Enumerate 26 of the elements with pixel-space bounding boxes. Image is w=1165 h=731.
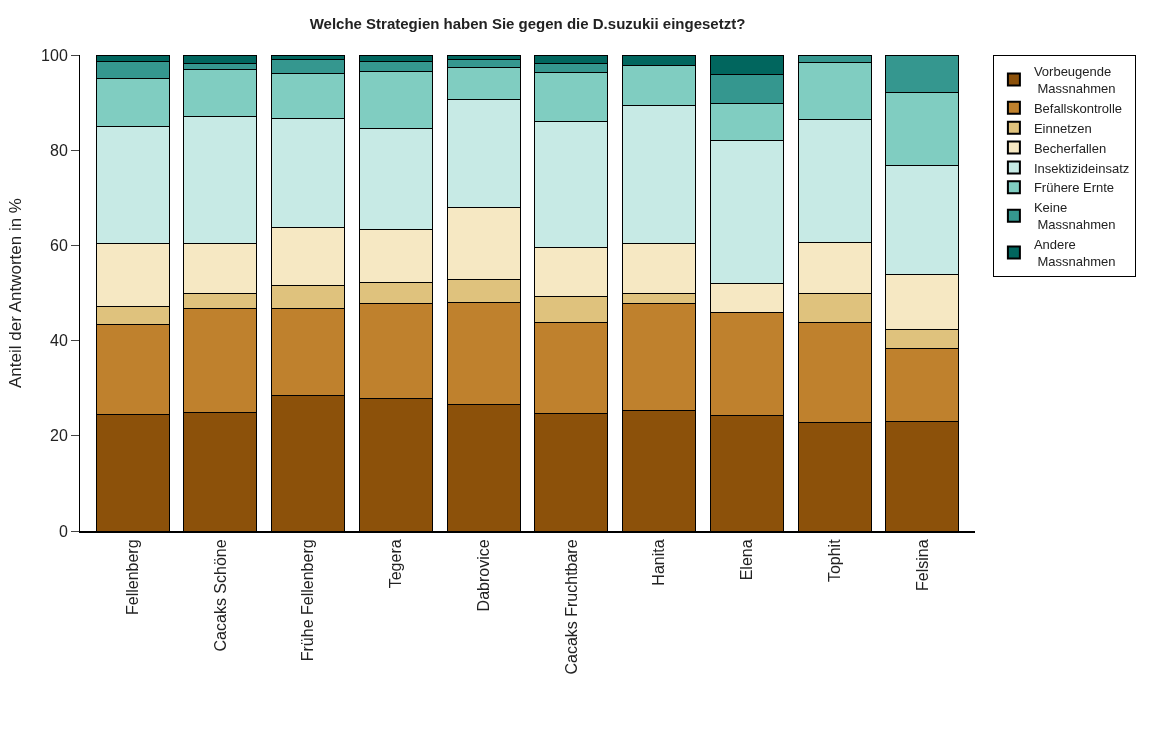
legend-label: Einnetzen (1033, 120, 1092, 136)
y-axis-title: Anteil der Antworten in % (5, 198, 25, 388)
y-tick-label: 80 (50, 141, 68, 159)
chart-title: Welche Strategien haben Sie gegen die D.suzukii eingesetzt? (309, 14, 746, 32)
x-tick-label: Cacaks Schöne (211, 539, 229, 652)
x-tick-label: Tegera (387, 539, 405, 589)
x-tick-label: Dabrovice (474, 539, 492, 612)
legend-label: Andere Massnahmen (1033, 237, 1116, 270)
legend-label: Befallskontrolle (1033, 100, 1123, 116)
x-tick-label: Tophit (825, 538, 843, 583)
x-tick-label: Felsina (913, 539, 931, 591)
x-tick-label: Hanita (650, 539, 668, 586)
legend-label: Frühere Ernte (1033, 180, 1115, 196)
y-tick-label: 100 (41, 46, 68, 64)
legend-label: Insektizideinsatz (1033, 160, 1130, 176)
y-tick-label: 40 (50, 332, 68, 350)
y-tick-label: 0 (58, 522, 68, 540)
x-tick-label: Frühe Fellenberg (299, 539, 317, 662)
y-tick-label: 20 (50, 427, 68, 445)
x-tick-label: Fellenberg (123, 539, 141, 616)
legend-label: Vorbeugende Massnahmen (1033, 64, 1116, 96)
x-tick-label: Elena (738, 539, 756, 581)
legend-label: Becherfallen (1033, 140, 1107, 156)
y-tick-label: 60 (50, 237, 68, 254)
x-tick-label: Cacaks Fruchtbare (562, 539, 580, 675)
legend-label: Keine Massnahmen (1033, 200, 1116, 233)
